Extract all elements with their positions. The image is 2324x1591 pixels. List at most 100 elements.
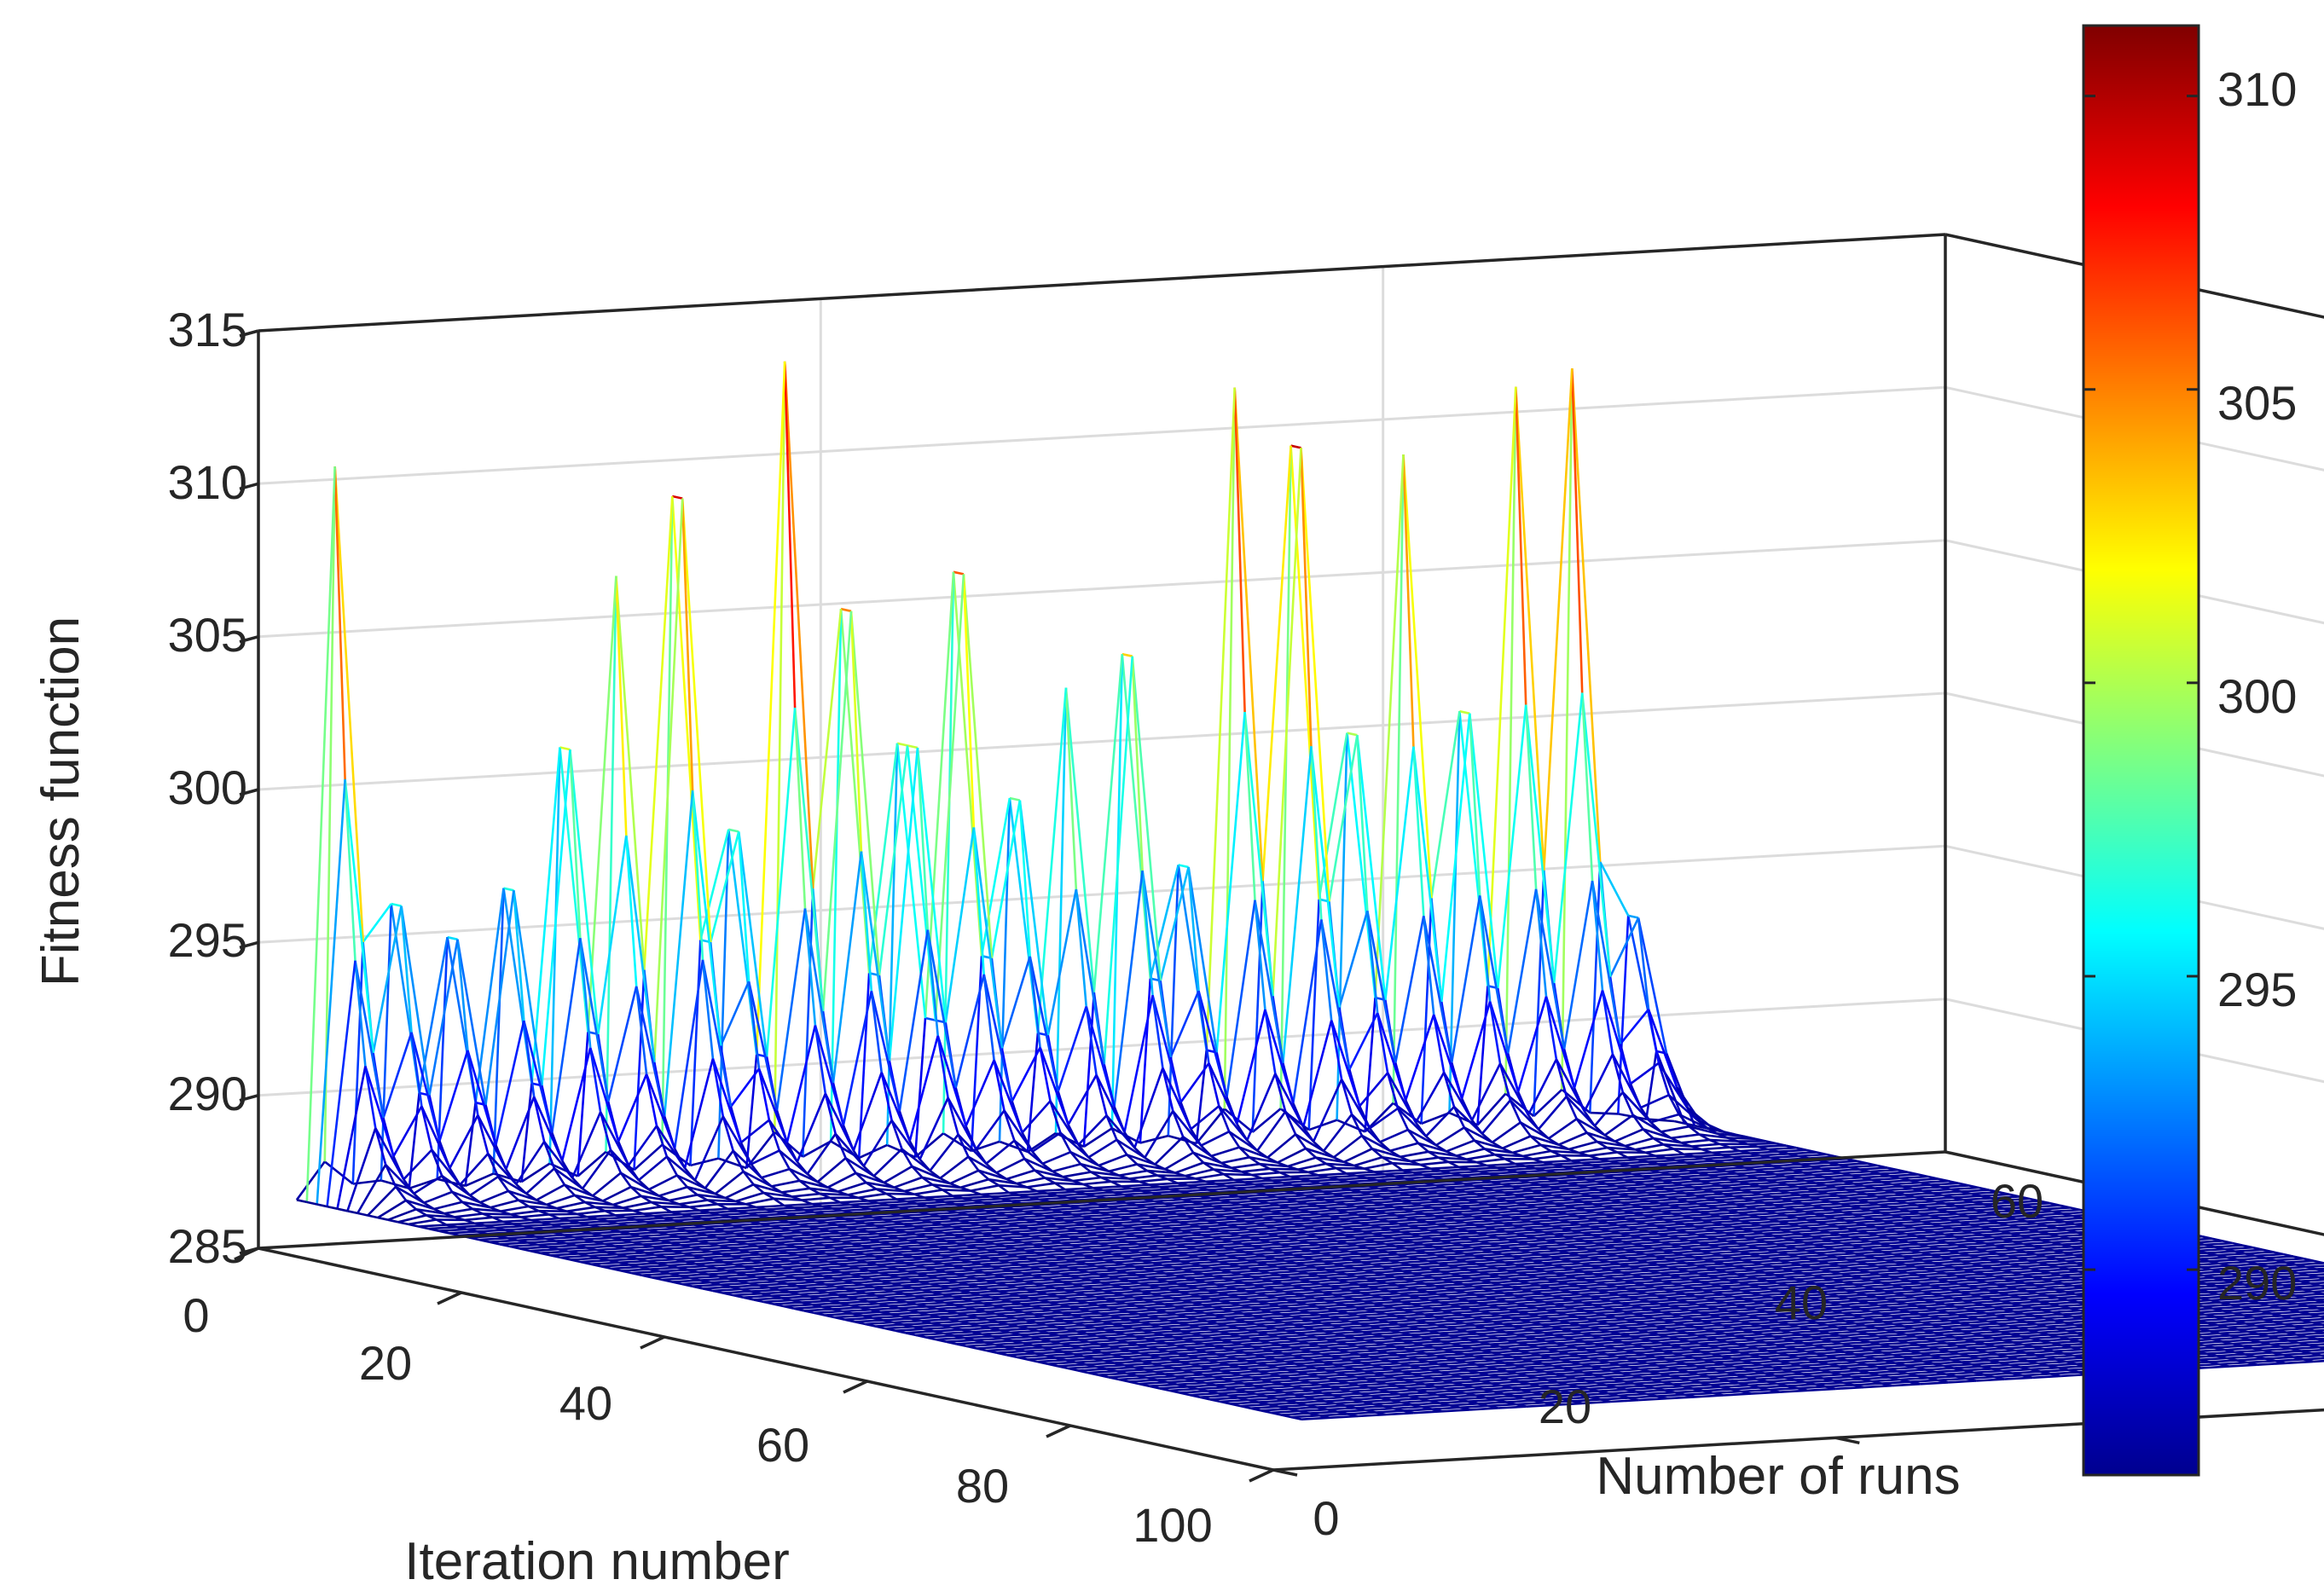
mesh-line xyxy=(2009,1261,2038,1266)
mesh-line xyxy=(2002,1236,2031,1241)
mesh-line xyxy=(1469,713,1499,989)
mesh-line xyxy=(1765,1270,1794,1274)
mesh-line xyxy=(1795,1246,1824,1250)
mesh-line xyxy=(1679,1205,1708,1209)
mesh-line xyxy=(1402,454,1433,899)
mesh-line xyxy=(2041,1237,2070,1241)
mesh-line xyxy=(1935,1368,1964,1374)
mesh-line xyxy=(1371,1148,1383,1159)
mesh-line xyxy=(2031,1235,2060,1240)
mesh-line xyxy=(1384,1171,1413,1176)
mesh-line xyxy=(1320,1180,1349,1185)
mesh-line xyxy=(1693,1184,1722,1189)
mesh-line xyxy=(2265,1325,2294,1329)
mesh-line xyxy=(1476,1092,1507,1126)
mesh-line xyxy=(1730,1216,1759,1220)
mesh-line xyxy=(1725,1199,1754,1204)
mesh-line xyxy=(1544,1229,1573,1234)
mesh-line xyxy=(1461,1172,1490,1177)
mesh-line xyxy=(1695,1293,1724,1298)
mesh-line xyxy=(1931,1352,1960,1357)
mesh-line xyxy=(2216,1283,2245,1287)
mesh-line xyxy=(1608,1189,1637,1194)
mesh-line xyxy=(1819,1227,1848,1232)
mesh-line xyxy=(1980,1193,2009,1197)
mesh-line xyxy=(1585,1177,1614,1181)
mesh-line xyxy=(1845,1318,1874,1322)
mesh-line xyxy=(1435,1126,1465,1147)
mesh-line xyxy=(1933,1260,1962,1264)
mesh-line xyxy=(1625,1247,1654,1252)
mesh-line xyxy=(1634,1280,1663,1284)
mesh-line xyxy=(1931,1252,1960,1256)
mesh-line xyxy=(1586,1131,1615,1143)
mesh-line xyxy=(1492,1249,1521,1253)
mesh-line xyxy=(1776,1241,1805,1246)
mesh-line xyxy=(2024,1310,2053,1316)
mesh-line xyxy=(1423,916,1435,1015)
mesh-line xyxy=(2283,1351,2312,1357)
mesh-line xyxy=(1986,1279,2015,1284)
mesh-line xyxy=(1523,1224,1552,1229)
mesh-line xyxy=(1610,1298,1639,1303)
mesh-line xyxy=(1852,1212,1881,1216)
mesh-line xyxy=(1371,1148,1401,1159)
mesh-line xyxy=(1556,1240,1585,1244)
mesh-line xyxy=(1863,1283,1892,1288)
mesh-line xyxy=(1235,1216,1264,1220)
mesh-line xyxy=(1949,1349,1978,1353)
mesh-line xyxy=(1759,1253,1788,1258)
mesh-line xyxy=(1840,1201,1869,1206)
mesh-line xyxy=(2240,1304,2269,1309)
mesh-line xyxy=(1738,1210,1767,1214)
mesh-line xyxy=(1457,1225,1486,1230)
mesh-line xyxy=(1891,1313,1920,1317)
mesh-line xyxy=(1811,1234,1840,1238)
mesh-line xyxy=(1472,1213,1501,1218)
mesh-line xyxy=(1973,1269,2002,1274)
mesh-line xyxy=(1975,1207,2004,1212)
mesh-line xyxy=(2218,1291,2247,1296)
mesh-line xyxy=(2280,1274,2309,1278)
mesh-line xyxy=(1515,386,1545,871)
mesh-line xyxy=(1396,1108,1410,1131)
mesh-line xyxy=(1631,1171,1660,1176)
mesh-line xyxy=(1405,1246,1434,1250)
mesh-line xyxy=(1718,1275,1747,1280)
mesh-line xyxy=(1708,1172,1737,1177)
mesh-line xyxy=(2199,1357,2228,1362)
mesh-line xyxy=(1397,1108,1427,1137)
mesh-line xyxy=(1245,1218,1274,1223)
mesh-line xyxy=(1840,1302,1869,1306)
mesh-line xyxy=(1916,1303,1945,1307)
mesh-line xyxy=(1741,1287,1770,1293)
mesh-line xyxy=(2277,1265,2306,1270)
mesh-line xyxy=(2292,1315,2321,1320)
mesh-line xyxy=(1861,1276,1890,1280)
mesh-line xyxy=(1631,1114,1644,1131)
mesh-line xyxy=(1607,1146,1636,1151)
mesh-line xyxy=(2020,1364,2049,1368)
mesh-line xyxy=(1920,1179,1949,1184)
mesh-line xyxy=(1788,1151,1817,1155)
mesh-line xyxy=(1427,1189,1456,1193)
mesh-line xyxy=(1974,1339,2003,1343)
mesh-line xyxy=(1793,1167,1822,1172)
mesh-line xyxy=(1348,1012,1379,1070)
mesh-line xyxy=(1450,895,1481,1063)
mesh-line xyxy=(1729,1247,1759,1251)
mesh-line xyxy=(1728,1308,1757,1313)
mesh-line xyxy=(1590,1293,1619,1298)
mesh-line xyxy=(1340,1079,1353,1115)
mesh-line xyxy=(1906,1200,1935,1205)
mesh-line xyxy=(1857,1298,1887,1302)
mesh-line xyxy=(1944,1200,1973,1205)
mesh-line xyxy=(1489,1171,1518,1175)
mesh-line xyxy=(1898,1338,1927,1342)
mesh-line xyxy=(2037,1360,2066,1365)
mesh-line xyxy=(2222,1339,2251,1343)
mesh-line xyxy=(1603,1172,1632,1177)
mesh-line xyxy=(1689,1237,1718,1242)
mesh-line xyxy=(1961,1359,1990,1363)
mesh-line xyxy=(2203,1272,2232,1277)
